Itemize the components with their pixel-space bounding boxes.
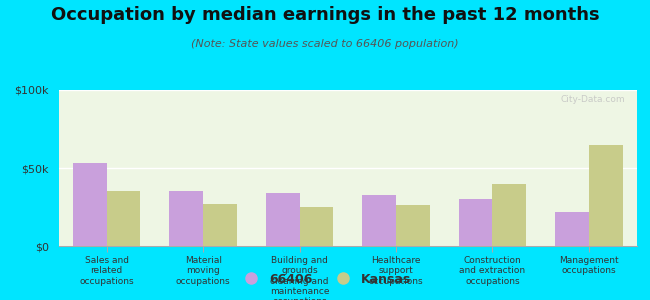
- Bar: [300, 207, 333, 246]
- Bar: [396, 206, 430, 246]
- Bar: [107, 191, 140, 246]
- Bar: [459, 199, 493, 246]
- Text: (Note: State values scaled to 66406 population): (Note: State values scaled to 66406 popu…: [191, 39, 459, 49]
- Bar: [493, 184, 526, 246]
- Bar: [555, 212, 589, 246]
- Bar: [170, 191, 203, 246]
- Legend: 66406, Kansas: 66406, Kansas: [234, 268, 416, 291]
- Text: City-Data.com: City-Data.com: [561, 95, 625, 104]
- Bar: [266, 193, 300, 246]
- Bar: [203, 204, 237, 246]
- Bar: [589, 145, 623, 246]
- Text: Occupation by median earnings in the past 12 months: Occupation by median earnings in the pas…: [51, 6, 599, 24]
- Bar: [73, 163, 107, 246]
- Bar: [362, 194, 396, 246]
